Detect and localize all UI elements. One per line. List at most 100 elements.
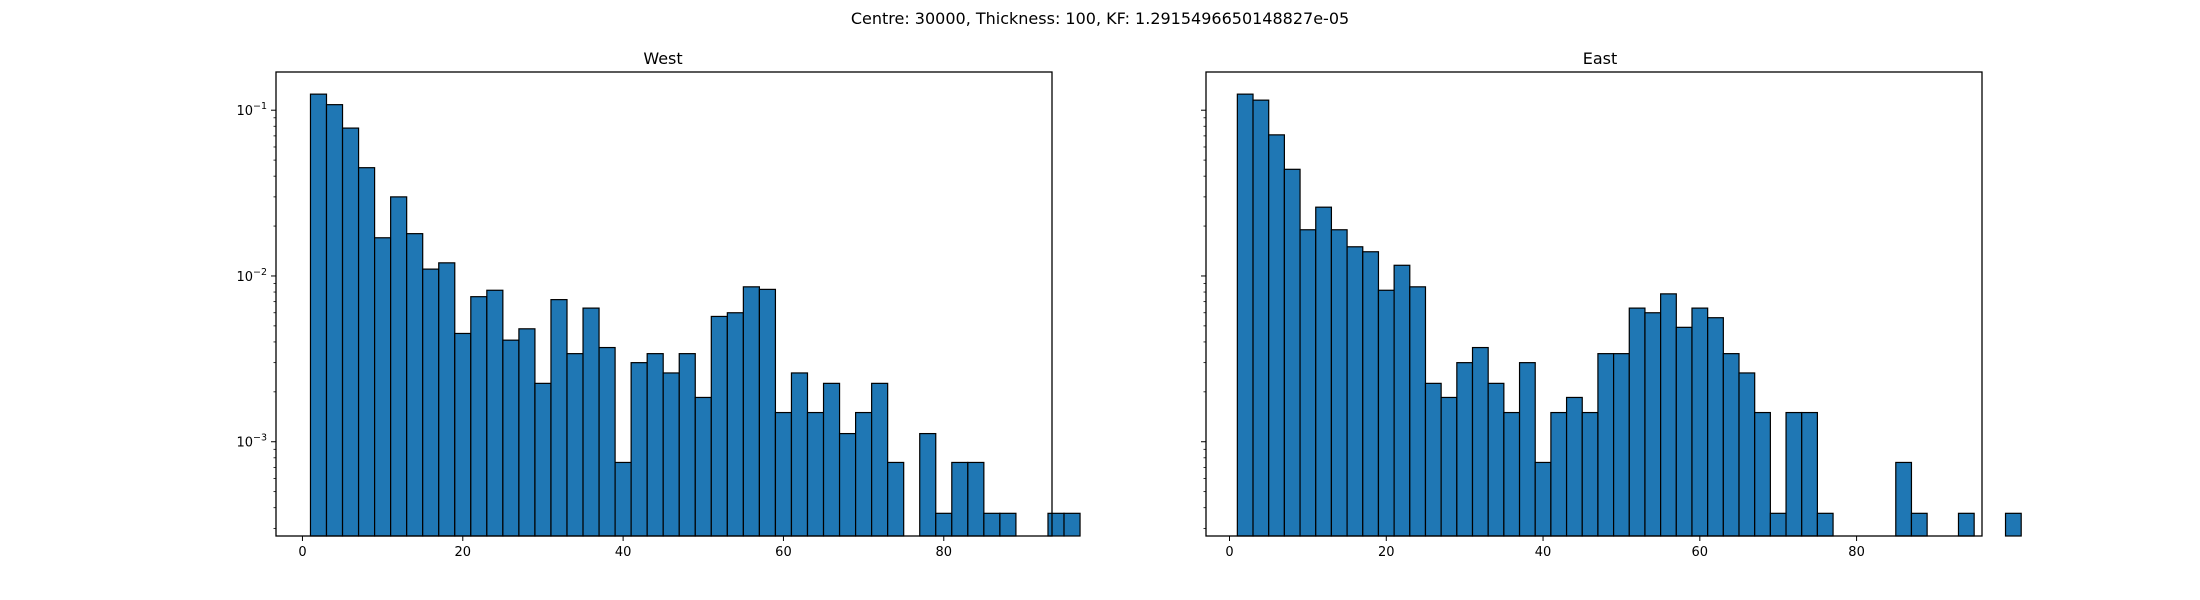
east-bar — [1612, 353, 1630, 537]
east-bar — [1660, 293, 1677, 537]
west-bar — [534, 382, 552, 537]
west-bar — [309, 93, 328, 537]
west-bar — [967, 461, 985, 537]
west-bar — [646, 353, 664, 537]
west-bar — [758, 288, 777, 537]
east-bar — [1754, 411, 1771, 537]
west-bar — [790, 372, 809, 537]
west-bar — [598, 346, 616, 537]
east-bar — [1424, 382, 1442, 537]
west-x-tick-label: 80 — [936, 545, 953, 560]
west-bar — [357, 167, 376, 537]
east-bar — [1565, 396, 1583, 537]
east-bar — [1816, 512, 1834, 537]
west-bar — [983, 512, 1001, 537]
west-bar — [502, 339, 520, 537]
west-bar — [822, 382, 841, 537]
east-bar — [1377, 289, 1395, 537]
east-bar — [1315, 206, 1333, 537]
east-bar — [1268, 134, 1285, 537]
west-bar — [774, 411, 793, 537]
east-x-tick-label: 20 — [1378, 545, 1395, 560]
west-bars — [309, 93, 1081, 537]
west-panel-title: West — [643, 49, 682, 68]
west-x-tick-label: 0 — [298, 545, 306, 560]
east-x-axis: 0 20 40 60 80 — [1225, 536, 1865, 560]
east-bar — [1346, 246, 1364, 537]
east-bar — [1722, 353, 1740, 537]
west-bar — [630, 362, 648, 537]
east-panel-title: East — [1583, 49, 1618, 68]
west-bar — [919, 432, 937, 537]
west-x-axis: 0 20 40 60 80 — [298, 536, 952, 560]
east-axes-frame — [1205, 71, 1983, 537]
west-axes-frame — [275, 71, 1053, 537]
east-bar — [1440, 396, 1458, 537]
east-bar — [1299, 229, 1317, 537]
west-x-tick-label: 20 — [455, 545, 472, 560]
west-bar — [374, 237, 392, 537]
east-bar — [1330, 229, 1348, 537]
east-x-tick-label: 40 — [1535, 545, 1552, 560]
west-y-tick-label: 10−1 — [236, 101, 267, 119]
east-x-tick-label: 0 — [1225, 545, 1233, 560]
east-bar — [1691, 307, 1709, 537]
east-x-tick-label: 80 — [1848, 545, 1865, 560]
east-bar — [1910, 512, 1928, 537]
east-bar — [1675, 326, 1693, 537]
east-bar — [1895, 461, 1913, 537]
east-bar — [1487, 382, 1505, 537]
west-bar — [1063, 512, 1081, 537]
west-bar — [486, 289, 504, 537]
west-bar — [935, 512, 953, 537]
east-bar — [1362, 251, 1380, 537]
east-bar — [1236, 93, 1254, 537]
west-bar — [454, 332, 472, 537]
east-bar — [1769, 512, 1787, 537]
west-bar — [887, 461, 905, 537]
east-bar — [1581, 411, 1599, 537]
east-bar — [1409, 286, 1427, 537]
west-bar — [951, 461, 969, 537]
east-bar — [1801, 411, 1818, 537]
east-bar — [1644, 312, 1662, 537]
east-bar — [1597, 353, 1615, 537]
west-y-tick-label: 10−3 — [236, 433, 267, 451]
east-bar — [1503, 411, 1521, 537]
west-bar — [678, 353, 696, 537]
east-bar — [1393, 264, 1411, 537]
west-bar — [406, 233, 424, 537]
west-bar — [999, 512, 1017, 537]
west-bar — [662, 372, 680, 537]
east-bar — [2004, 512, 2022, 537]
west-bar — [726, 312, 744, 537]
east-bar — [1518, 362, 1536, 537]
west-bar — [390, 196, 408, 537]
west-bar — [550, 299, 568, 537]
west-bar — [325, 104, 344, 537]
east-bar — [1628, 307, 1646, 537]
east-bar — [1456, 362, 1474, 537]
west-bar — [742, 286, 760, 537]
west-x-tick-label: 60 — [775, 545, 792, 560]
west-y-tick-label: 10−2 — [236, 267, 267, 285]
east-bar — [1550, 411, 1568, 537]
east-x-tick-label: 60 — [1692, 545, 1709, 560]
east-histogram-panel: East 0 20 40 60 80 — [1201, 49, 2022, 560]
east-bars — [1236, 93, 2022, 537]
east-bar — [1252, 99, 1270, 537]
west-bar — [341, 127, 360, 537]
west-bar — [854, 411, 873, 537]
east-bar — [1534, 461, 1552, 537]
west-bar — [422, 268, 440, 537]
east-bar — [1471, 346, 1489, 537]
west-bar — [806, 411, 825, 537]
west-bar — [1047, 512, 1065, 537]
west-bar — [518, 328, 536, 537]
east-bar — [1957, 512, 1975, 537]
west-bar — [582, 307, 600, 537]
east-y-axis — [1201, 109, 1206, 529]
west-bar — [838, 432, 857, 537]
east-bar — [1707, 317, 1724, 537]
